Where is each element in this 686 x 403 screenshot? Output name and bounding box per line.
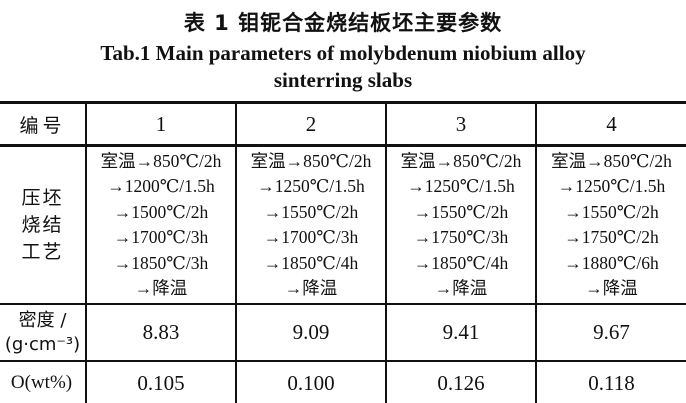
density-value-1: 8.83 [85, 304, 236, 362]
process-step: →降温 [284, 278, 338, 298]
process-step: 室温→850℃/2h [250, 150, 372, 171]
density-value-4: 9.67 [535, 304, 686, 362]
process-step: 室温→850℃/2h [551, 150, 672, 171]
density-row: 密度 / (g·cm⁻³) 8.83 9.09 9.41 9.67 [0, 304, 686, 362]
density-row-label-line1: 密度 / [18, 309, 67, 331]
table-title-english-line2: sinterring slabs [273, 68, 413, 92]
oxygen-row-label: O(wt%) [10, 372, 73, 393]
process-step: →1750℃/3h [413, 227, 509, 247]
process-cell-4: 室温→850℃/2h →1250℃/1.5h →1550℃/2h →1750℃/… [535, 145, 686, 305]
process-step: →1750℃/2h [564, 227, 659, 247]
process-step: →1250℃/1.5h [257, 176, 365, 196]
process-step: →1880℃/6h [564, 252, 659, 273]
process-cell-3: 室温→850℃/2h →1250℃/1.5h →1550℃/2h →1750℃/… [385, 145, 536, 305]
process-step: →1550℃/2h [564, 201, 659, 222]
parameters-table: 编号 1 2 3 4 压坯 烧结 工艺 室温→850℃/2h →1200℃/1.… [0, 101, 686, 403]
oxygen-value-1: 0.105 [85, 361, 236, 403]
process-step: →1850℃/4h [413, 252, 509, 273]
column-header-1: 1 [85, 102, 236, 147]
density-row-label-line2: (g·cm⁻³) [4, 333, 81, 355]
oxygen-value-3: 0.126 [385, 361, 536, 403]
process-step: →1550℃/2h [263, 201, 359, 222]
column-header-3: 3 [385, 102, 536, 147]
process-step: 室温→850℃/2h [100, 150, 222, 171]
table-title-chinese: 表 1 钼铌合金烧结板坯主要参数 [183, 11, 503, 35]
process-step: →1850℃/3h [113, 252, 209, 273]
column-header-4: 4 [535, 102, 686, 147]
density-row-label: 密度 / (g·cm⁻³) [0, 304, 86, 362]
process-step: →1200℃/1.5h [107, 176, 215, 196]
process-step: →1550℃/2h [413, 201, 509, 222]
process-step: →降温 [134, 278, 188, 298]
process-row-label-line: 烧结 [21, 213, 64, 236]
process-step: →降温 [585, 278, 638, 298]
oxygen-value-2: 0.100 [235, 361, 386, 403]
oxygen-value-4: 0.118 [535, 361, 686, 403]
column-header-2: 2 [235, 102, 386, 147]
process-cell-1: 室温→850℃/2h →1200℃/1.5h →1500℃/2h →1700℃/… [85, 145, 236, 305]
table-title-english: Tab.1 Main parameters of molybdenum niob… [0, 40, 686, 94]
process-row-label: 压坯 烧结 工艺 [0, 145, 86, 305]
process-step: →1700℃/3h [263, 227, 359, 247]
process-step: →1250℃/1.5h [557, 176, 666, 196]
process-cell-2: 室温→850℃/2h →1250℃/1.5h →1550℃/2h →1700℃/… [235, 145, 386, 305]
process-step: →降温 [434, 278, 488, 298]
process-step: →1850℃/4h [263, 252, 359, 273]
process-row-label-line: 压坯 [21, 186, 64, 209]
process-step: →1700℃/3h [113, 227, 209, 247]
process-row: 压坯 烧结 工艺 室温→850℃/2h →1200℃/1.5h →1500℃/2… [0, 145, 686, 305]
process-step: 室温→850℃/2h [400, 150, 522, 171]
density-value-2: 9.09 [235, 304, 386, 362]
process-row-label-line: 工艺 [21, 240, 64, 263]
process-step: →1500℃/2h [113, 201, 209, 222]
header-row: 编号 1 2 3 4 [0, 102, 686, 147]
density-value-3: 9.41 [385, 304, 536, 362]
table-title-english-line1: Tab.1 Main parameters of molybdenum niob… [100, 41, 586, 65]
oxygen-row: O(wt%) 0.105 0.100 0.126 0.118 [0, 361, 686, 403]
header-row-label: 编号 [0, 102, 86, 147]
process-step: →1250℃/1.5h [407, 176, 515, 196]
